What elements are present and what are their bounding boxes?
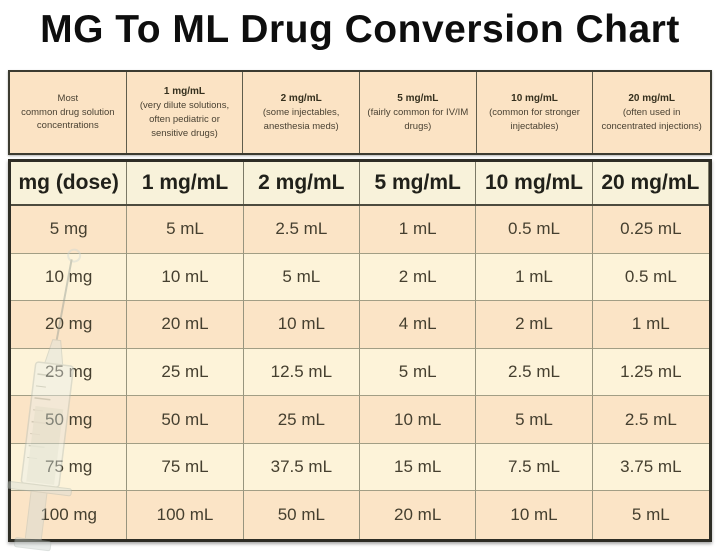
legend-label: 2 mg/mL xyxy=(280,93,322,105)
cell-value: 3.75 mL xyxy=(592,444,709,492)
cell-value: 100 mL xyxy=(127,491,244,540)
legend-cell-20mgml: 20 mg/mL (often used in concentrated inj… xyxy=(593,72,710,153)
column-header-20mgml: 20 mg/mL xyxy=(593,162,709,204)
cell-value: 0.5 mL xyxy=(476,206,593,254)
legend-label: 10 mg/mL xyxy=(511,93,558,105)
cell-value: 75 mL xyxy=(127,443,244,492)
cell-value: 50 mL xyxy=(127,396,244,444)
table-row: 5 mg 5 mL 2.5 mL 1 mL 0.5 mL 0.25 mL xyxy=(11,206,709,254)
table-row: 100 mg 100 mL 50 mL 20 mL 10 mL 5 mL xyxy=(11,491,709,540)
table-row: 25 mg 25 mL 12.5 mL 5 mL 2.5 mL 1.25 mL xyxy=(11,348,709,397)
conversion-table: mg (dose) 1 mg/mL 2 mg/mL 5 mg/mL 10 mg/… xyxy=(8,159,712,542)
cell-value: 2.5 mL xyxy=(476,348,593,397)
cell-dose: 20 mg xyxy=(11,301,128,349)
cell-value: 0.5 mL xyxy=(592,254,709,302)
cell-dose: 5 mg xyxy=(11,206,128,254)
legend-desc: Most common drug solution concentrations xyxy=(21,92,115,132)
cell-value: 5 mL xyxy=(360,348,477,397)
legend-label: 5 mg/mL xyxy=(397,93,439,105)
cell-value: 1.25 mL xyxy=(592,349,709,397)
page-title: MG To ML Drug Conversion Chart xyxy=(40,8,680,51)
cell-value: 10 mL xyxy=(243,301,360,349)
legend-desc: (some injectables, anesthesia meds) xyxy=(262,107,340,132)
cell-value: 10 mL xyxy=(476,491,593,540)
table-row: 20 mg 20 mL 10 mL 4 mL 2 mL 1 mL xyxy=(11,301,709,349)
table-row: 50 mg 50 mL 25 mL 10 mL 5 mL 2.5 mL xyxy=(11,396,709,444)
cell-dose: 50 mg xyxy=(11,396,128,444)
cell-value: 2 mL xyxy=(360,253,477,302)
cell-value: 2.5 mL xyxy=(243,206,360,254)
cell-value: 20 mL xyxy=(127,301,244,349)
cell-value: 1 mL xyxy=(476,253,593,302)
legend-desc: (often used in concentrated injections) xyxy=(601,107,702,132)
legend-desc: (common for stronger injectables) xyxy=(489,107,580,132)
cell-value: 4 mL xyxy=(360,301,477,349)
cell-value: 50 mL xyxy=(244,491,360,540)
cell-value: 5 mL xyxy=(127,206,244,254)
cell-value: 1 mL xyxy=(592,301,709,349)
cell-value: 25 mL xyxy=(243,396,360,444)
cell-value: 2.5 mL xyxy=(592,396,709,444)
column-header-10mgml: 10 mg/mL xyxy=(476,162,593,204)
column-header-dose: mg (dose) xyxy=(11,162,128,204)
legend-cell-10mgml: 10 mg/mL (common for stronger injectable… xyxy=(477,72,594,153)
table-row: 75 mg 75 mL 37.5 mL 15 mL 7.5 mL 3.75 mL xyxy=(11,443,709,492)
legend-label: 1 mg/mL xyxy=(163,86,206,98)
cell-value: 15 mL xyxy=(360,443,477,492)
cell-value: 10 mL xyxy=(127,253,244,302)
legend-cell-dose: Most common drug solution concentrations xyxy=(10,72,127,153)
legend-cell-1mgml: 1 mg/mL (very dilute solutions, often pe… xyxy=(127,72,244,153)
column-header-2mgml: 2 mg/mL xyxy=(244,162,360,204)
legend-cell-5mgml: 5 mg/mL (fairly common for IV/IM drugs) xyxy=(360,72,477,153)
cell-value: 5 mL xyxy=(243,253,360,302)
cell-value: 1 mL xyxy=(360,206,477,254)
cell-value: 5 mL xyxy=(631,505,670,525)
cell-value: 20 mL xyxy=(360,491,477,540)
cell-value: 12.5 mL xyxy=(243,348,360,397)
legend-label: 20 mg/mL xyxy=(628,93,675,105)
column-header-5mgml: 5 mg/mL xyxy=(360,162,477,204)
table-header-row: mg (dose) 1 mg/mL 2 mg/mL 5 mg/mL 10 mg/… xyxy=(11,162,709,206)
cell-value: 0.25 mL xyxy=(592,206,709,254)
cell-value: 5 mL xyxy=(476,396,593,444)
cell-value: 10 mL xyxy=(360,396,477,444)
cell-value: 2 mL xyxy=(476,301,593,349)
legend-desc: (fairly common for IV/IM drugs) xyxy=(367,107,469,132)
column-header-1mgml: 1 mg/mL xyxy=(127,162,244,204)
table-row: 10 mg 10 mL 5 mL 2 mL 1 mL 0.5 mL xyxy=(11,253,709,302)
cell-value: 7.5 mL xyxy=(476,443,593,492)
cell-dose: 25 mg xyxy=(11,348,128,397)
concentration-legend-table: Most common drug solution concentrations… xyxy=(8,70,712,155)
cell-value: 37.5 mL xyxy=(243,443,360,492)
cell-dose: 75 mg xyxy=(11,443,128,492)
cell-dose: 100 mg xyxy=(11,491,128,540)
cell-dose: 10 mg xyxy=(11,253,128,302)
legend-desc: (very dilute solutions, often pediatric … xyxy=(139,100,230,139)
cell-value: 25 mL xyxy=(127,348,244,397)
legend-cell-2mgml: 2 mg/mL (some injectables, anesthesia me… xyxy=(243,72,360,153)
